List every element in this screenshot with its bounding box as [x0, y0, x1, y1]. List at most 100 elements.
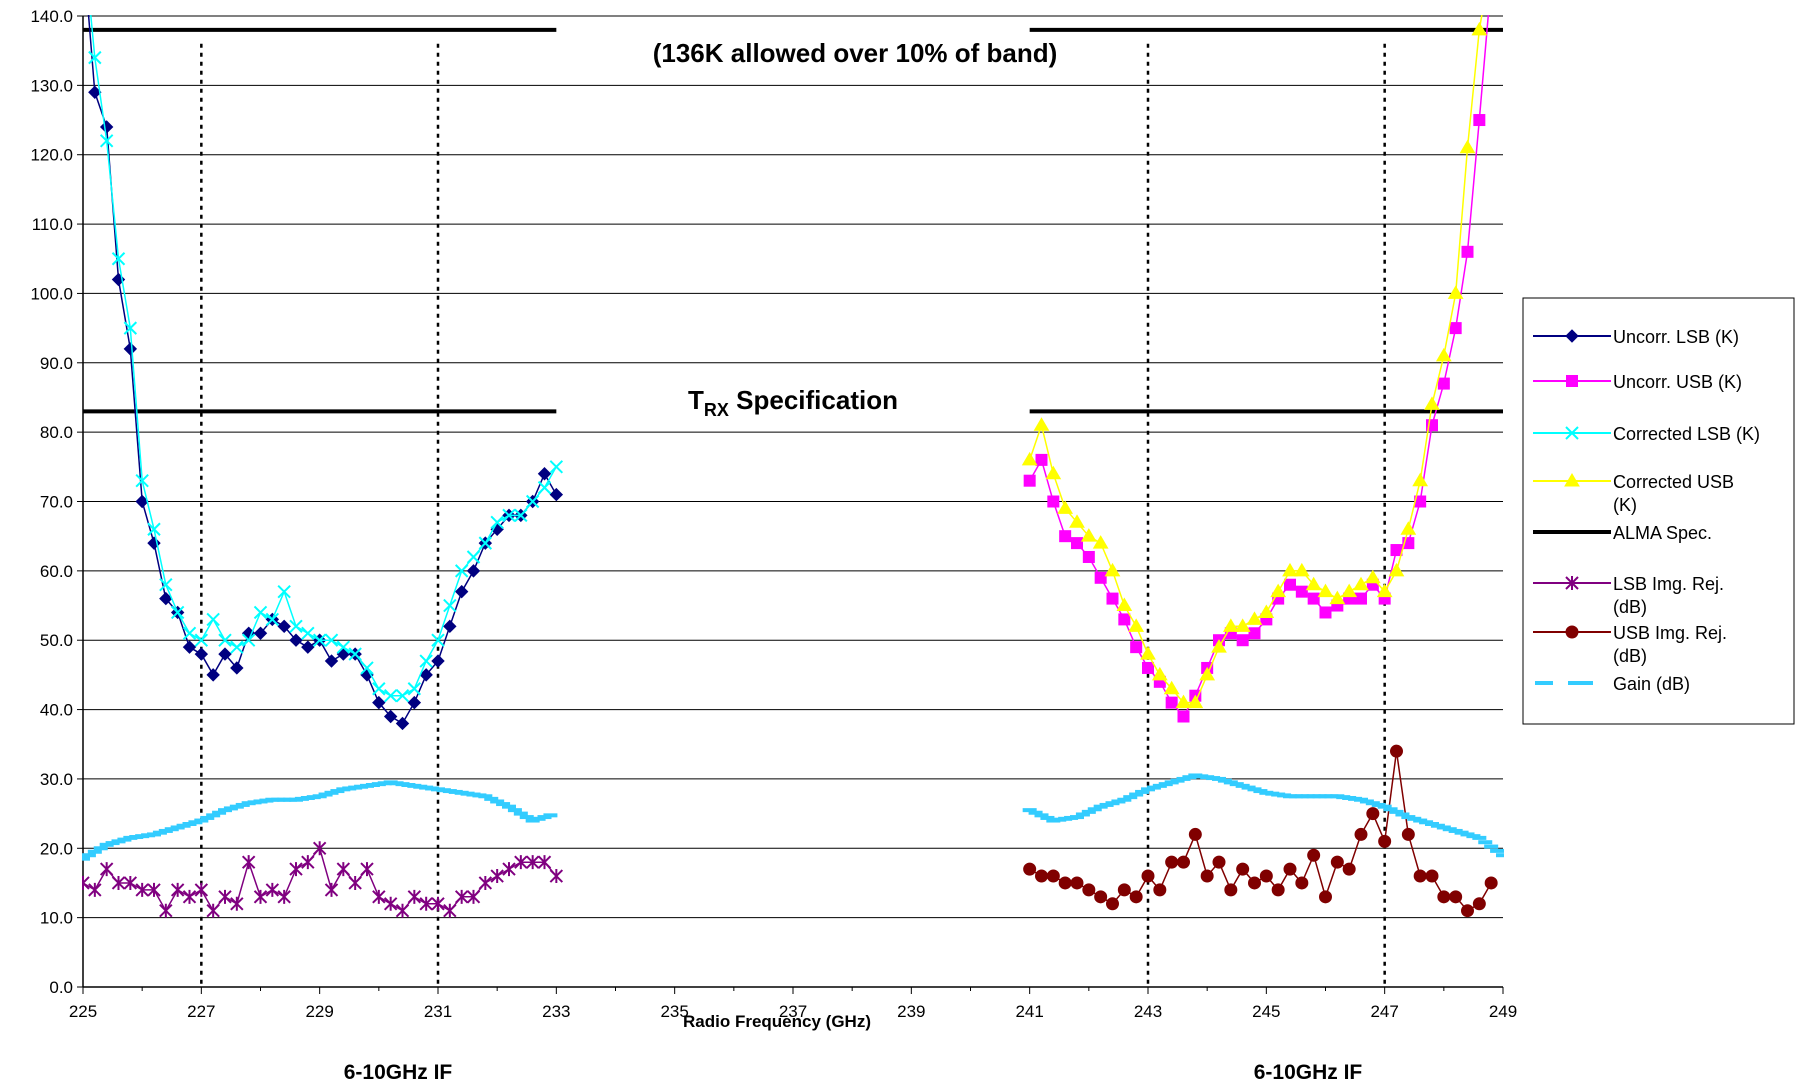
legend-label: Gain (dB)	[1613, 674, 1690, 694]
data-point	[1424, 396, 1440, 410]
series-gain-db	[82, 773, 1504, 861]
data-point	[1106, 897, 1119, 911]
data-point	[1484, 876, 1498, 890]
data-point	[443, 903, 457, 918]
x-tick-label: 237	[779, 1002, 807, 1021]
data-point	[407, 889, 422, 904]
data-point	[1071, 537, 1083, 550]
data-point	[324, 882, 339, 897]
legend-label: LSB Img. Rej.	[1613, 574, 1724, 594]
alma-spec-lines	[83, 27, 1503, 414]
data-point	[1130, 641, 1143, 654]
x-tick-label: 233	[542, 1002, 570, 1021]
data-point	[1187, 694, 1204, 709]
x-tick-label: 247	[1370, 1002, 1398, 1021]
data-point	[1376, 583, 1393, 598]
legend-label: USB Img. Rej.	[1613, 623, 1727, 643]
data-point	[1413, 869, 1427, 883]
data-point	[514, 855, 528, 870]
data-point	[1082, 550, 1095, 563]
series-line	[1029, 751, 1492, 912]
data-point	[466, 564, 481, 578]
data-point	[1222, 618, 1239, 632]
data-point	[265, 882, 280, 897]
series-lsb-img-rej-db	[82, 841, 564, 918]
data-point	[289, 633, 303, 647]
data-point	[1163, 680, 1180, 695]
data-point	[1447, 285, 1464, 299]
data-point	[301, 855, 315, 870]
data-point	[1282, 562, 1298, 577]
data-point	[1175, 694, 1192, 709]
data-series	[82, 15, 1504, 918]
data-point	[1471, 21, 1488, 36]
data-point	[1449, 890, 1463, 904]
series-line	[90, 15, 557, 697]
y-tick-label: 30.0	[40, 770, 73, 789]
data-point	[1212, 855, 1226, 869]
data-point	[1151, 666, 1168, 681]
series-line	[1028, 15, 1483, 704]
data-point	[1035, 453, 1048, 466]
data-point	[1472, 897, 1486, 911]
data-point	[324, 654, 339, 668]
data-point	[1402, 537, 1415, 550]
data-point	[383, 896, 398, 911]
data-point	[1461, 904, 1474, 918]
legend-marker	[1565, 329, 1579, 343]
data-point	[194, 882, 209, 897]
data-point	[431, 896, 445, 911]
x-tick-label: 243	[1134, 1002, 1162, 1021]
data-point	[218, 647, 232, 661]
data-point	[241, 633, 256, 647]
legend-entry: Gain (dB)	[1535, 674, 1690, 694]
data-point	[1353, 576, 1369, 591]
data-point	[466, 889, 481, 904]
data-point	[1224, 883, 1238, 897]
data-point	[301, 626, 315, 640]
data-point	[1045, 465, 1062, 480]
x-axis-label: Radio Frequency (GHz)	[683, 1012, 871, 1031]
data-point	[1069, 514, 1085, 528]
legend-entry: ALMA Spec.	[1533, 523, 1712, 543]
data-point	[1355, 592, 1367, 605]
series-corrected-lsb-k	[88, 15, 564, 703]
data-point	[348, 647, 362, 661]
data-point	[159, 591, 173, 606]
legend-entry: USB Img. Rej. (dB)	[1533, 623, 1727, 666]
series-line	[1029, 15, 1490, 718]
data-point	[182, 626, 197, 640]
data-point	[1401, 827, 1415, 841]
data-point	[383, 688, 398, 703]
data-point	[206, 612, 220, 627]
y-tick-label: 10.0	[40, 909, 73, 928]
data-point	[1035, 869, 1048, 883]
data-point	[1378, 834, 1392, 848]
y-tick-label: 90.0	[40, 354, 73, 373]
legend-entry: Corrected LSB (K)	[1533, 424, 1760, 444]
legend-entry: Uncorr. USB (K)	[1533, 372, 1742, 392]
data-point	[1177, 855, 1190, 869]
x-tick-label: 231	[424, 1002, 452, 1021]
data-point	[170, 882, 185, 897]
data-point	[454, 584, 469, 599]
legend-marker	[1566, 375, 1578, 387]
data-point	[1307, 848, 1321, 862]
data-point	[324, 633, 339, 647]
data-point	[1459, 139, 1476, 154]
data-point	[395, 688, 410, 703]
data-point	[454, 889, 469, 904]
data-point	[490, 869, 504, 884]
data-point	[135, 473, 149, 488]
series-corrected-usb-k	[1021, 15, 1488, 709]
data-point	[1317, 583, 1334, 598]
data-point	[206, 668, 220, 682]
data-point	[478, 536, 493, 550]
data-point	[1117, 883, 1131, 897]
data-point	[1437, 890, 1451, 904]
data-point	[1046, 869, 1060, 883]
data-point	[514, 508, 528, 523]
y-tick-label: 0.0	[49, 978, 73, 997]
data-point	[194, 633, 209, 647]
data-point	[88, 882, 102, 897]
